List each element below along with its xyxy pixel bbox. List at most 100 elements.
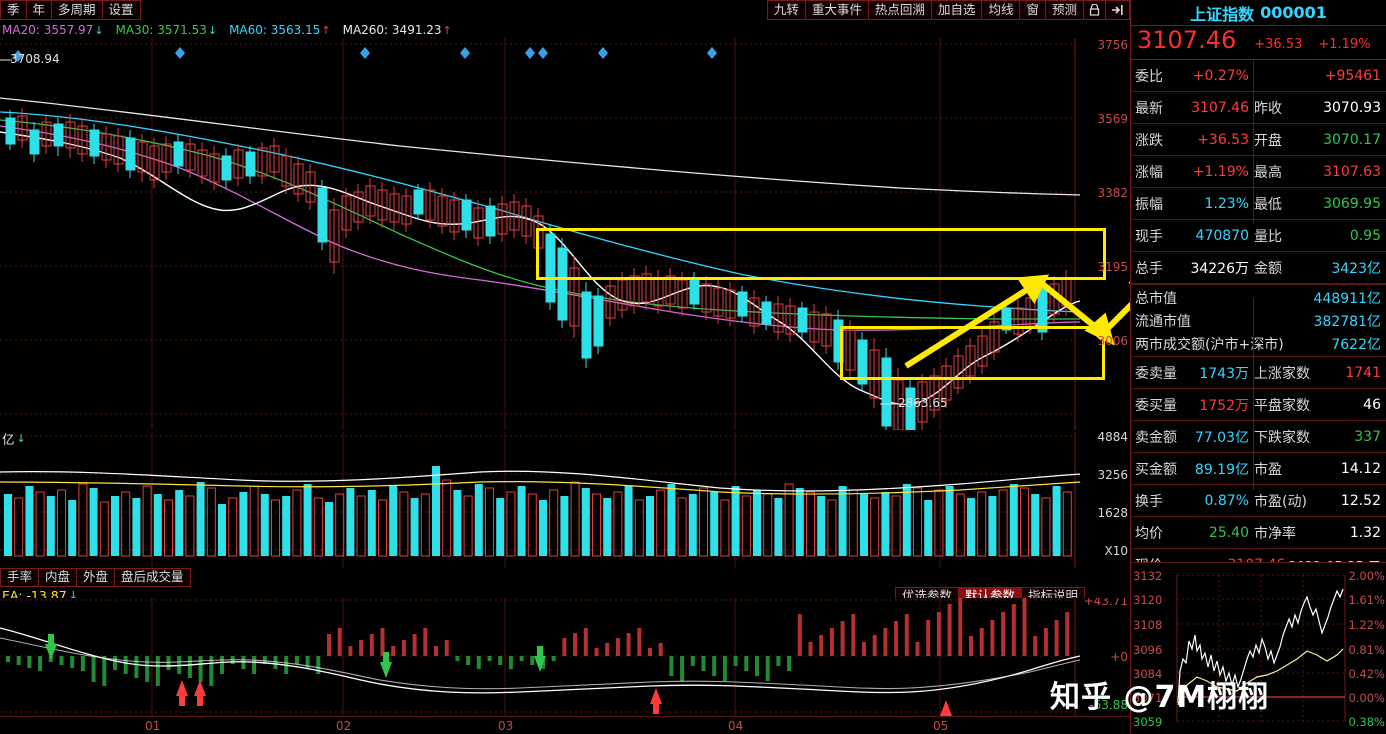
list-item: 总市值 448911亿	[1131, 286, 1386, 309]
column-divider-2	[1253, 298, 1254, 490]
ma-legend: MA20: 3557.97 ↓ MA30: 3571.53 ↓ MA60: 35…	[2, 22, 452, 38]
intraday-y-label-2: 3108	[1133, 618, 1163, 632]
indicator-trend-down-icon: ↓	[68, 589, 78, 602]
ma-legend-item-ma60: MA60: 3563.15 ↑	[229, 23, 331, 37]
instrument-title: 上证指数 000001	[1131, 0, 1386, 26]
intraday-y-label-5: 3071	[1133, 691, 1163, 705]
row-value-2: 46	[1363, 396, 1381, 413]
price-change: +36.53	[1254, 37, 1303, 52]
intraday-y-label-6: 3059	[1133, 715, 1163, 729]
row-label: 买金额	[1135, 461, 1177, 478]
table-row: 委比 +0.27% +95461	[1131, 60, 1386, 92]
time-axis-label-3: 04	[728, 719, 744, 733]
tab-turnover-rate[interactable]: 手率	[0, 568, 40, 587]
list-item: 两市成交额(沪市+深市) 7622亿	[1131, 332, 1386, 355]
price-axis-label-1: 3569	[1097, 112, 1128, 126]
row-label-2: 开盘	[1254, 132, 1282, 149]
intraday-mini-chart[interactable]: 3132 3120 3108 3096 3084 3071 3059 2.00%…	[1131, 562, 1386, 733]
toolbar-btn-window[interactable]: 窗	[1020, 0, 1046, 20]
row-label: 总市值	[1135, 290, 1177, 307]
intraday-pct-label-6: 0.38%	[1348, 715, 1385, 729]
indicator-axis-label-1: +0	[1110, 650, 1128, 664]
row-label: 换手	[1135, 493, 1163, 510]
toolbar-btn-hotspot-review[interactable]: 热点回溯	[868, 0, 932, 20]
volume-unit-header: 亿 ↓	[2, 429, 26, 448]
row-value-1: 470870	[1195, 227, 1249, 244]
intraday-pct-label-5: 0.00%	[1348, 691, 1385, 705]
period-toolbar: 季 年 多周期 设置	[0, 0, 141, 20]
volume-axis-label-0: 4884	[1097, 432, 1128, 444]
ma30-trend-down-icon: ↓	[207, 23, 218, 37]
volume-chart[interactable]: 4884 3256 1628 X10	[0, 432, 1130, 568]
quote-rows-top: 委比 +0.27% +95461 最新 3107.46 昨收 3070.93 涨…	[1131, 60, 1386, 284]
toolbar-btn-major-events[interactable]: 重大事件	[805, 0, 869, 20]
row-value-1: 25.40	[1208, 524, 1249, 541]
ma20-label: MA20: 3557.97	[2, 23, 94, 37]
ma-legend-item-ma260: MA260: 3491.23 ↑	[343, 23, 452, 37]
price-change-pct: +1.19%	[1318, 37, 1371, 52]
row-value-1: +36.53	[1197, 131, 1249, 148]
intraday-pct-label-2: 1.22%	[1348, 618, 1385, 632]
row-label-2: 市盈	[1254, 461, 1282, 478]
row-value-1: +1.19%	[1192, 163, 1249, 180]
expand-right-icon[interactable]	[1106, 0, 1130, 20]
column-divider	[1253, 60, 1254, 224]
ma260-trend-up-icon: ↑	[442, 23, 452, 37]
table-row: 最新 3107.46 昨收 3070.93	[1131, 92, 1386, 124]
tab-after-hours-volume[interactable]: 盘后成交量	[115, 568, 191, 587]
row-label-2: 平盘家数	[1254, 397, 1310, 414]
candlestick-chart[interactable]: 3756 3569 3382 3195 3006 3708.94 2863.65	[0, 38, 1130, 430]
row-value-2: 1.32	[1349, 524, 1381, 541]
volume-axis-label-1: 3256	[1097, 468, 1128, 482]
row-label: 流通市值	[1135, 313, 1191, 330]
toolbar-btn-jiuzhuan[interactable]: 九转	[766, 0, 806, 20]
low-price-marker: 2863.65	[898, 396, 948, 410]
row-label: 委买量	[1135, 397, 1177, 414]
intraday-pct-label-3: 0.81%	[1348, 643, 1385, 657]
intraday-y-label-1: 3120	[1133, 593, 1163, 607]
row-value-1: 1.23%	[1204, 195, 1249, 212]
row-label: 涨跌	[1135, 132, 1163, 149]
annotation-box-upper	[536, 228, 1106, 280]
toolbar-btn-year[interactable]: 年	[26, 0, 53, 20]
price-axis-label-2: 3382	[1097, 186, 1128, 200]
ma60-label: MA60: 3563.15	[229, 23, 321, 37]
row-value-2: 14.12	[1340, 460, 1381, 477]
toolbar-btn-quarter[interactable]: 季	[0, 0, 27, 20]
tab-outer-volume[interactable]: 外盘	[77, 568, 116, 587]
time-axis-label-0: 01	[145, 719, 161, 733]
toolbar-btn-multiperiod[interactable]: 多周期	[52, 0, 103, 20]
indicator-axis-label-0: +43.71	[1083, 598, 1128, 608]
toolbar-btn-forecast[interactable]: 预测	[1045, 0, 1084, 20]
row-value-1: 0.87%	[1204, 492, 1249, 509]
row-value-2: 3107.63	[1323, 163, 1381, 180]
toolbar-btn-moving-average[interactable]: 均线	[982, 0, 1021, 20]
row-label-2: 最低	[1254, 196, 1282, 213]
lock-icon[interactable]	[1084, 0, 1106, 20]
instrument-name: 上证指数	[1190, 4, 1255, 24]
main-chart-area: 季 年 多周期 设置 九转 重大事件 热点回溯 加自选 均线 窗 预测 MA20…	[0, 0, 1130, 733]
row-value-1: 34226万	[1190, 260, 1249, 277]
table-row: 现手 470870 量比 0.95	[1131, 220, 1386, 252]
last-price: 3107.46	[1137, 26, 1237, 54]
row-label: 卖金额	[1135, 429, 1177, 446]
time-axis-label-4: 05	[933, 719, 949, 733]
table-row: 换手 0.87% 市盈(动) 12.52	[1131, 485, 1386, 517]
quote-rows-bottom: 委卖量 1743万 上涨家数 1741 委买量 1752万 平盘家数 46 卖金…	[1131, 357, 1386, 549]
row-value-1: +0.27%	[1192, 67, 1249, 84]
row-label-2: 下跌家数	[1254, 429, 1310, 446]
instrument-code: 000001	[1260, 3, 1327, 22]
tab-inner-volume[interactable]: 内盘	[39, 568, 78, 587]
row-value-2: 3069.95	[1323, 195, 1381, 212]
row-value-1: 77.03亿	[1194, 429, 1249, 446]
table-row: 振幅 1.23% 最低 3069.95	[1131, 188, 1386, 220]
indicator-chart[interactable]: +43.71 +0 -63.88	[0, 598, 1130, 716]
toolbar-btn-add-watchlist[interactable]: 加自选	[931, 0, 983, 20]
row-label-2: 市盈(动)	[1254, 493, 1307, 510]
row-value-2: 337	[1354, 428, 1381, 445]
toolbar-btn-settings[interactable]: 设置	[102, 0, 141, 20]
row-label: 两市成交额(沪市+深市)	[1135, 336, 1284, 353]
volume-multiplier-label: X10	[1104, 544, 1129, 558]
ma30-label: MA30: 3571.53	[115, 23, 207, 37]
